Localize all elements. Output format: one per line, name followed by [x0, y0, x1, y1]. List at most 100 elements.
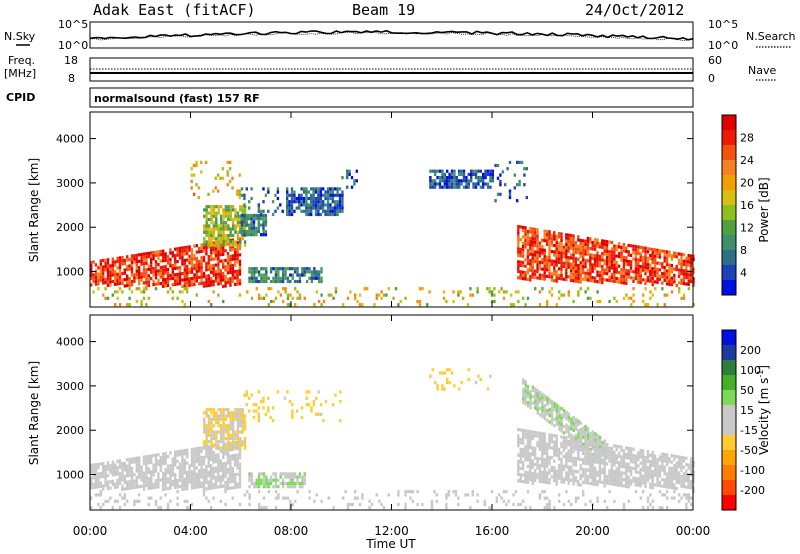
data-cell [293, 481, 297, 486]
data-cell [665, 453, 669, 457]
data-cell [689, 460, 693, 464]
data-cell [171, 457, 174, 461]
data-cell [531, 385, 535, 389]
data-cell [553, 453, 556, 457]
data-cell [649, 485, 652, 489]
data-cell [241, 417, 244, 421]
data-cell [217, 275, 220, 280]
data-cell [649, 493, 652, 497]
data-cell [460, 172, 463, 176]
data-cell [250, 270, 254, 274]
data-cell [637, 258, 640, 262]
data-cell [517, 244, 520, 248]
data-cell [553, 472, 556, 476]
data-cell [687, 287, 690, 291]
data-cell [579, 431, 583, 435]
data-cell [531, 459, 534, 463]
data-cell [198, 462, 201, 466]
data-cell [210, 451, 213, 455]
data-cell [531, 256, 534, 260]
data-cell [543, 274, 546, 278]
data-cell [639, 480, 642, 484]
data-cell [169, 261, 172, 265]
data-cell [617, 280, 621, 284]
data-cell [305, 187, 308, 191]
data-cell [329, 206, 332, 210]
data-cell [553, 506, 556, 510]
data-cell [589, 481, 592, 486]
data-cell [577, 432, 580, 436]
data-cell [111, 463, 114, 467]
data-cell [536, 244, 539, 248]
data-cell [526, 432, 530, 436]
data-cell [577, 280, 580, 284]
data-cell [673, 470, 676, 474]
data-cell [634, 261, 638, 265]
data-cell [550, 419, 554, 423]
data-cell [205, 487, 208, 491]
data-cell [221, 176, 225, 180]
data-cell [312, 196, 315, 201]
data-cell [613, 476, 616, 480]
data-cell [130, 483, 134, 487]
data-cell [529, 452, 532, 456]
data-cell [355, 169, 358, 173]
data-cell [562, 480, 566, 484]
data-cell [646, 453, 650, 457]
data-cell [560, 242, 563, 246]
data-cell [210, 506, 213, 510]
data-cell [193, 485, 196, 490]
data-cell [217, 266, 220, 270]
data-cell [317, 190, 320, 194]
data-cell [252, 403, 256, 407]
data-cell [293, 279, 297, 284]
data-cell [572, 428, 575, 433]
data-cell [150, 480, 153, 484]
data-cell [296, 267, 299, 271]
data-cell [308, 496, 311, 500]
data-cell [443, 387, 446, 391]
data-cell [229, 227, 232, 231]
x-axis-label: Time UT [365, 537, 416, 551]
data-cell [572, 469, 575, 473]
data-cell [248, 485, 251, 489]
data-cell [281, 276, 285, 280]
data-cell [272, 485, 275, 489]
data-cell [548, 446, 551, 450]
data-cell [548, 398, 551, 402]
data-cell [489, 185, 492, 189]
data-cell [682, 456, 686, 460]
data-cell [133, 499, 136, 503]
data-cell [111, 473, 114, 477]
data-cell [632, 457, 635, 461]
data-cell [322, 187, 325, 191]
data-cell [229, 473, 232, 477]
data-cell [193, 273, 196, 277]
data-cell [150, 483, 153, 487]
data-cell [467, 182, 470, 186]
data-cell [598, 435, 602, 439]
data-cell [687, 263, 690, 267]
data-cell [651, 476, 654, 480]
data-cell [239, 243, 242, 247]
data-cell [637, 477, 640, 481]
data-cell [257, 223, 260, 227]
data-cell [591, 247, 594, 251]
data-cell [524, 242, 527, 246]
data-cell [92, 463, 95, 467]
data-cell [126, 464, 129, 468]
data-cell [123, 284, 126, 288]
data-cell [526, 255, 530, 259]
data-cell [277, 273, 280, 277]
data-cell [680, 252, 683, 256]
data-cell [441, 185, 444, 189]
data-cell [342, 303, 345, 307]
data-cell [445, 506, 448, 510]
data-cell [548, 401, 551, 405]
data-cell [562, 502, 566, 507]
data-cell [135, 256, 138, 261]
data-cell [269, 475, 273, 479]
data-cell [567, 415, 571, 419]
data-cell [545, 274, 549, 278]
data-cell [207, 408, 211, 412]
